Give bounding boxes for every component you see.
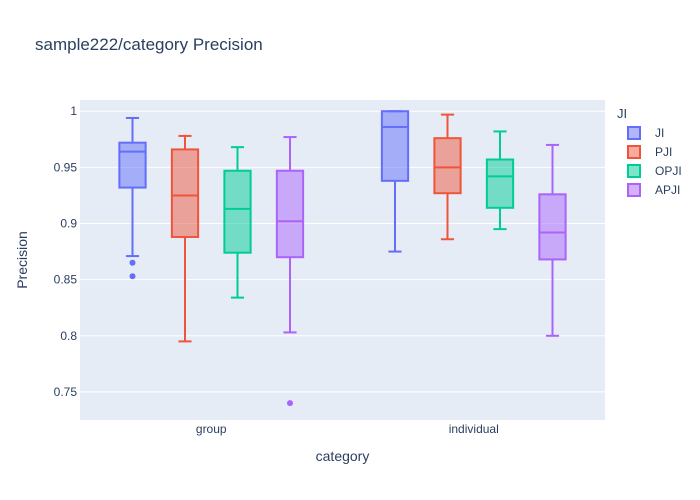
y-tick-label: 0.8 [60,329,77,343]
legend-item-PJI: PJI [627,145,672,159]
legend-item-OPJI: OPJI [627,164,682,178]
outlier-point [129,273,136,280]
outlier-point [129,259,136,266]
legend-swatch [627,145,641,159]
legend-label: OPJI [655,164,682,178]
chart-title: sample222/category Precision [35,35,263,54]
legend-label: JI [655,126,664,140]
iqr-box [485,158,515,209]
x-tick-label: individual [449,422,499,436]
legend-title: JI [617,106,627,121]
outlier-point [287,400,293,407]
y-tick-labels: 0.75 0.8 0.85 0.9 0.95 1 [54,104,78,399]
x-tick-label: group [196,422,227,436]
legend-label: PJI [655,145,672,159]
box-JI-individual [380,110,410,253]
box-APJI-individual [538,143,567,337]
legend-item-JI: JI [627,126,664,140]
y-tick-label: 0.85 [54,273,78,287]
box-PJI-individual [433,113,462,241]
y-tick-label: 0.95 [54,160,78,174]
legend-swatch [627,183,641,197]
y-tick-label: 1 [70,104,77,118]
x-tick-labels: group individual [196,422,499,436]
gridlines [80,110,605,393]
legend: JI JI PJI OPJI APJI [617,106,682,197]
x-axis-title: category [316,448,370,464]
legend-swatch [627,126,641,140]
box-APJI-group [275,136,305,407]
legend-label: APJI [655,183,680,197]
box-JI-group [118,116,147,280]
y-tick-label: 0.75 [54,385,78,399]
iqr-box [118,141,147,189]
y-tick-label: 0.9 [60,217,77,231]
box-series [118,110,567,407]
iqr-box [170,148,200,238]
iqr-box [223,169,252,254]
iqr-box [380,110,410,182]
iqr-box [433,137,462,195]
plot-area [80,100,605,420]
iqr-box [275,169,305,259]
box-OPJI-individual [485,130,515,231]
box-PJI-group [170,134,200,343]
box-OPJI-group [223,146,252,299]
legend-item-APJI: APJI [627,183,680,197]
iqr-box [538,193,567,261]
y-axis-title: Precision [14,231,30,289]
legend-swatch [627,164,641,178]
